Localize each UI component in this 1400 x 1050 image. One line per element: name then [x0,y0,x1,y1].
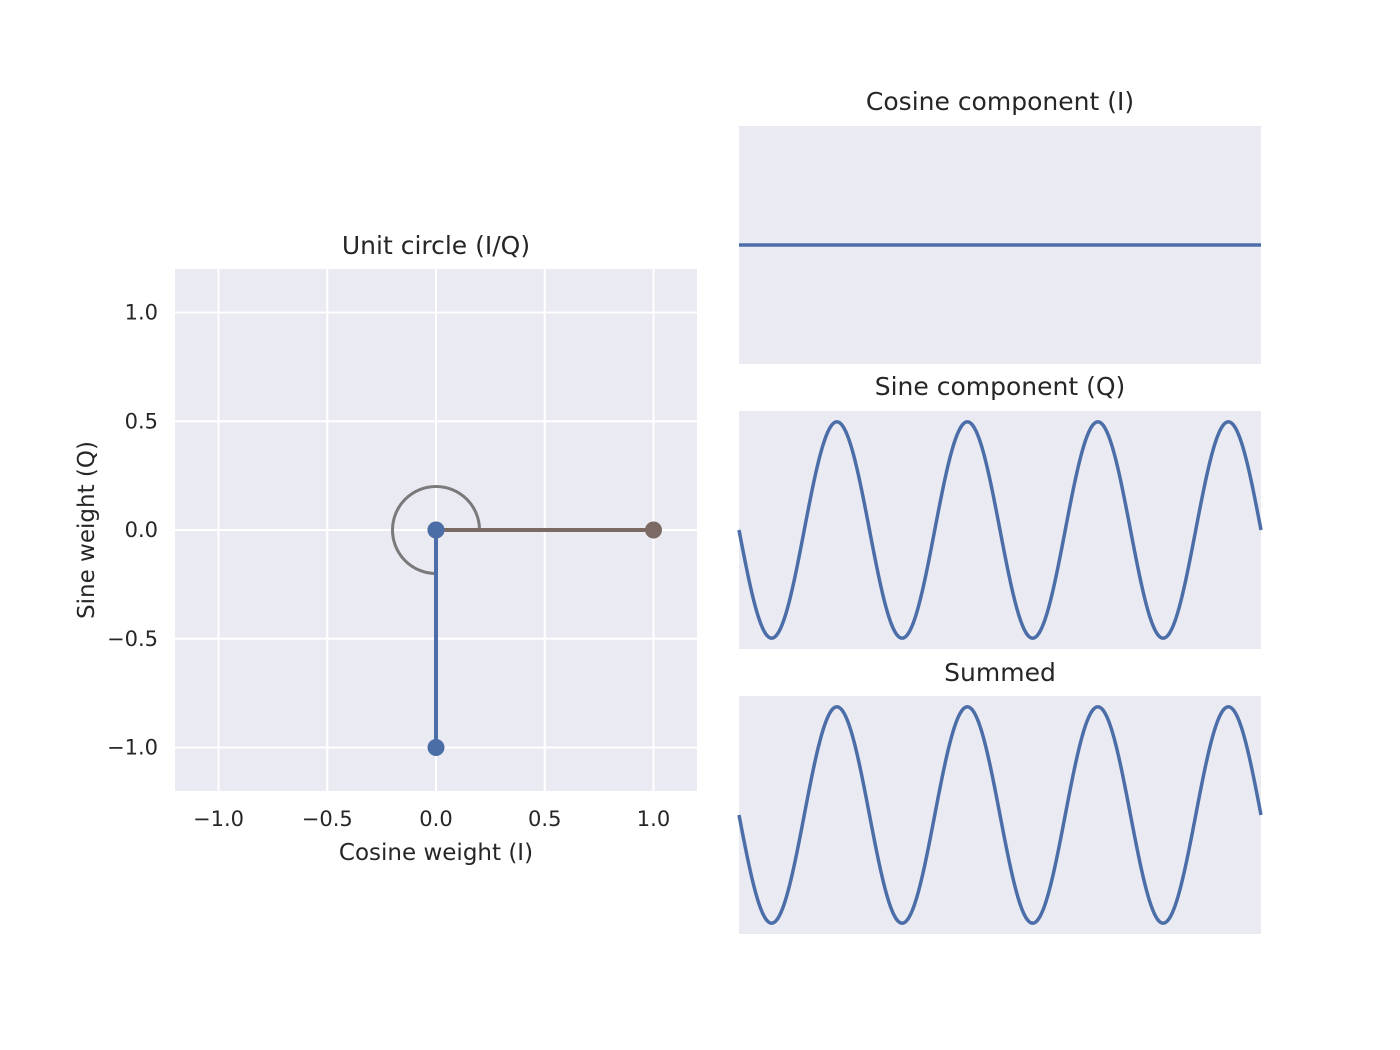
unit-circle-marks [391,485,662,756]
y-tick-label: 0.5 [125,409,158,433]
x-tick-label: 0.5 [528,807,561,831]
angle-arc [391,485,481,575]
unit-circle-title: Unit circle (I/Q) [342,231,530,260]
unit-circle-y-axis-label: Sine weight (Q) [74,441,100,619]
vector-point-1 [427,521,445,539]
cosine-component-chart: Cosine component (I) [739,87,1261,364]
summed-chart: Summed [737,658,1263,934]
x-tick-label: 1.0 [637,807,670,831]
x-tick-label: −1.0 [193,807,244,831]
cosine-component-title: Cosine component (I) [866,87,1134,116]
y-tick-label: 0.0 [125,518,158,542]
unit-circle-chart: −1.0 −0.5 0.0 0.5 1.0 −1.0 −0.5 0.0 0.5 1.0 Unit … [74,231,697,866]
summed-wave-line [737,705,1263,925]
summed-title: Summed [944,658,1056,687]
y-tick-label: 1.0 [125,301,158,325]
sine-component-chart: Sine component (Q) [737,372,1263,649]
y-tick-label: −0.5 [107,627,158,651]
unit-circle-ticks: −1.0 −0.5 0.0 0.5 1.0 −1.0 −0.5 0.0 0.5 1.0 [107,301,670,832]
unit-circle-x-axis-label: Cosine weight (I) [339,840,533,866]
vector-point-0 [645,521,662,539]
sine-wave-line [737,420,1263,640]
y-tick-label: −1.0 [107,736,158,760]
sine-component-title: Sine component (Q) [875,372,1126,401]
x-tick-label: −0.5 [302,807,353,831]
x-tick-label: 0.0 [419,807,452,831]
vector-point-1 [427,739,445,756]
